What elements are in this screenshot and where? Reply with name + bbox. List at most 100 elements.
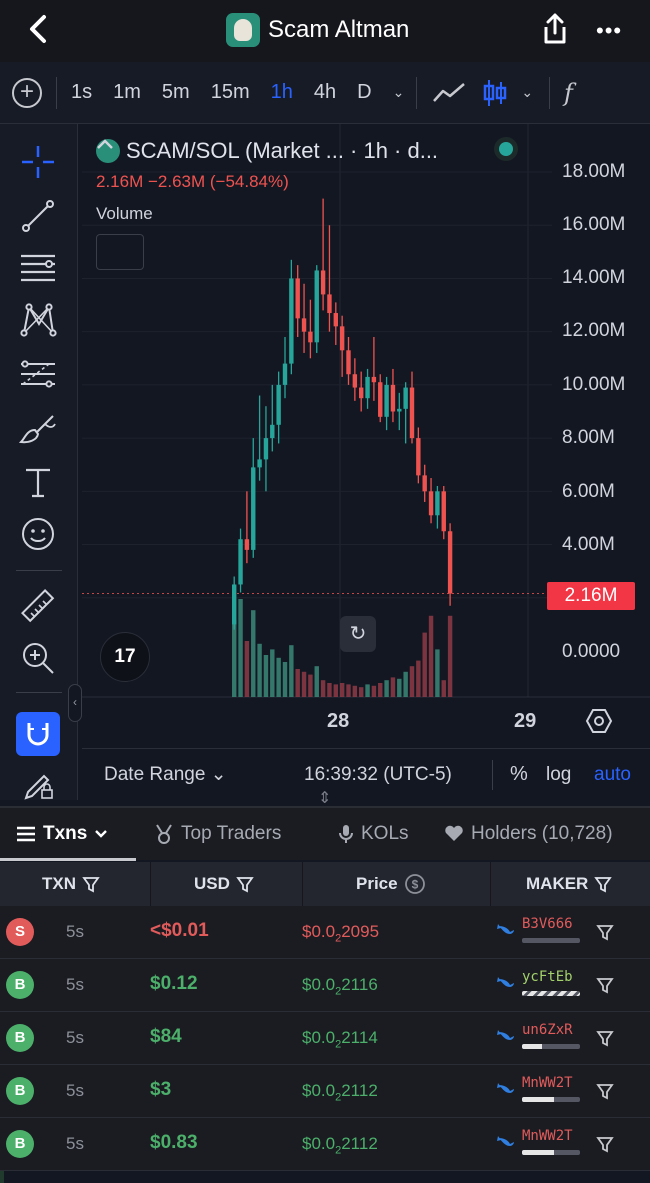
rail-divider — [16, 570, 62, 571]
tab-holders[interactable]: Holders (10,728) — [444, 808, 613, 860]
table-row[interactable]: B 5s $84 $0.022114 un6ZxR — [0, 1012, 650, 1065]
txn-price: $0.022114 — [302, 1028, 378, 1051]
line-chart-icon[interactable] — [431, 78, 467, 108]
candle-body — [371, 376, 377, 383]
txn-age: 5s — [66, 1081, 84, 1100]
maker-address[interactable]: MnWW2T — [522, 1128, 573, 1144]
candle-body — [390, 384, 396, 412]
timeframe-1s[interactable]: 1s — [71, 81, 93, 103]
column-maker[interactable]: MAKER — [526, 862, 613, 906]
candle-body — [447, 531, 453, 594]
candlestick-canvas[interactable] — [82, 124, 650, 748]
rail-divider — [16, 692, 62, 693]
symbol-name[interactable]: SCAM/SOL (Market ... — [126, 138, 345, 163]
reset-chart-button[interactable]: ↻ — [340, 616, 376, 652]
price-chart[interactable]: SCAM/SOL (Market ... · 1h · d... 2.16M −… — [82, 124, 650, 748]
txn-usd: <$0.01 — [150, 920, 209, 941]
trendline-icon[interactable] — [16, 194, 60, 238]
filter-icon[interactable] — [594, 875, 613, 893]
chart-settings-icon[interactable] — [584, 706, 614, 736]
filter-icon[interactable] — [596, 976, 614, 994]
maker-address[interactable]: un6ZxR — [522, 1022, 573, 1038]
chart-type-dropdown-icon[interactable]: ⌄ — [521, 84, 534, 100]
candlestick-icon[interactable] — [477, 78, 513, 108]
more-icon[interactable]: ••• — [596, 18, 623, 43]
ohlc-change: 2.16M −2.63M (−54.84%) — [96, 172, 289, 191]
pattern-icon[interactable] — [16, 298, 60, 342]
column-txn[interactable]: TXN — [42, 862, 100, 906]
candle-body — [257, 459, 262, 468]
tab-txns[interactable]: Txns — [16, 808, 108, 860]
filter-icon[interactable] — [596, 1135, 614, 1153]
table-row[interactable]: B 5s $3 $0.022112 MnWW2T — [0, 1065, 650, 1118]
chart-clock[interactable]: 16:39:32 (UTC-5) — [304, 763, 452, 785]
fib-icon[interactable] — [16, 352, 60, 396]
filter-icon[interactable] — [596, 1082, 614, 1100]
filter-icon[interactable] — [236, 875, 254, 893]
column-price[interactable]: Price $ — [356, 862, 426, 906]
buy-badge: B — [6, 1077, 34, 1105]
timeframe-15m[interactable]: 15m — [210, 81, 250, 103]
brush-icon[interactable] — [16, 406, 60, 450]
y-axis-tick: 10.00M — [562, 374, 626, 395]
timeframe-4h[interactable]: 4h — [313, 81, 337, 103]
volume-bar — [308, 674, 313, 697]
filter-icon[interactable] — [596, 1029, 614, 1047]
collapse-legend-button[interactable] — [96, 139, 144, 270]
auto-scale-toggle[interactable]: auto — [594, 763, 631, 785]
timeframe-1m[interactable]: 1m — [113, 81, 141, 103]
percent-scale-toggle[interactable]: % — [510, 763, 528, 785]
symbol-interval[interactable]: · 1h · d... — [350, 138, 439, 163]
table-row[interactable]: B 5s $0.12 $0.022116 ycFtEb — [0, 959, 650, 1012]
back-icon[interactable] — [24, 12, 54, 46]
volume-bar — [238, 599, 243, 697]
tradingview-logo[interactable]: 17 — [100, 632, 150, 682]
column-divider — [302, 862, 303, 906]
indicators-fx-icon[interactable]: f — [564, 78, 573, 107]
resize-handle-icon[interactable]: ⇕ — [318, 790, 332, 807]
filter-icon[interactable] — [82, 875, 100, 893]
tab-kols[interactable]: KOLs — [338, 808, 409, 860]
txn-age: 5s — [66, 1134, 84, 1153]
maker-address[interactable]: MnWW2T — [522, 1075, 573, 1091]
chart-legend: SCAM/SOL (Market ... · 1h · d... 2.16M −… — [96, 138, 438, 270]
volume-bar — [339, 683, 345, 697]
timeframe-d[interactable]: D — [357, 81, 372, 103]
date-range-button[interactable]: Date Range ⌄ — [104, 764, 227, 785]
toolbar-divider — [416, 76, 418, 109]
timeframe-1h[interactable]: 1h — [270, 81, 293, 103]
column-usd[interactable]: USD — [194, 862, 254, 906]
tab-top-traders[interactable]: Top Traders — [154, 808, 281, 860]
volume-bar — [244, 641, 250, 697]
y-axis-tick: 14.00M — [562, 267, 626, 288]
emoji-icon[interactable] — [16, 512, 60, 556]
ruler-icon[interactable] — [16, 584, 60, 628]
token-avatar — [226, 13, 260, 47]
zoom-in-icon[interactable] — [16, 636, 60, 680]
maker-address[interactable]: ycFtEb — [522, 969, 573, 985]
buy-badge: B — [6, 1024, 34, 1052]
dollar-coin-icon[interactable]: $ — [404, 873, 426, 895]
maker-holding-bar — [522, 1044, 580, 1049]
log-scale-toggle[interactable]: log — [546, 763, 572, 785]
candle-body — [378, 382, 383, 417]
live-status-dot — [499, 142, 513, 156]
magnet-icon[interactable] — [16, 712, 60, 756]
timeframe-5m[interactable]: 5m — [161, 81, 190, 103]
text-icon[interactable] — [16, 460, 60, 504]
add-indicator-button[interactable]: + — [12, 77, 42, 108]
horizontal-lines-icon[interactable] — [16, 246, 60, 290]
table-row[interactable]: B 5s $0.83 $0.022112 MnWW2T — [0, 1118, 650, 1171]
share-icon[interactable] — [540, 12, 570, 46]
table-row[interactable]: S 5s <$0.01 $0.022095 B3V666 — [0, 906, 650, 959]
txn-price: $0.022112 — [302, 1134, 378, 1157]
crosshair-icon[interactable] — [16, 140, 60, 184]
candle-body — [384, 384, 389, 417]
timeframe-dropdown-icon[interactable]: ⌄ — [392, 84, 405, 100]
lock-draw-icon[interactable] — [16, 762, 60, 806]
collapse-rail-button[interactable]: ‹ — [68, 684, 82, 722]
filter-icon[interactable] — [596, 923, 614, 941]
txn-usd: $0.12 — [150, 973, 198, 994]
maker-address[interactable]: B3V666 — [522, 916, 573, 932]
candle-body — [270, 424, 275, 439]
